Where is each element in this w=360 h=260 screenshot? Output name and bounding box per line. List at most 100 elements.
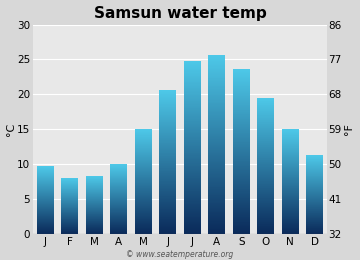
Bar [282,218,299,219]
Bar [135,189,152,190]
Bar [184,64,201,65]
Bar [184,213,201,214]
Bar [37,233,54,234]
Bar [282,200,299,201]
Bar [233,222,250,223]
Bar [184,99,201,100]
Bar [184,138,201,139]
Bar [306,217,323,218]
Bar [208,88,225,89]
Bar [208,143,225,144]
Bar [257,214,274,215]
Bar [282,153,299,154]
Bar [306,169,323,170]
Bar [135,219,152,220]
Bar [257,206,274,207]
Bar [257,175,274,176]
Bar [159,113,176,114]
Bar [306,184,323,185]
Bar [233,120,250,121]
Bar [86,192,103,193]
Bar [257,99,274,100]
Bar [159,157,176,158]
Bar [306,192,323,193]
Bar [135,168,152,169]
Bar [282,136,299,137]
Bar [184,178,201,179]
Bar [233,79,250,80]
Bar [233,131,250,132]
Bar [257,139,274,140]
Bar [86,191,103,192]
Bar [257,110,274,111]
Bar [86,225,103,226]
Bar [135,172,152,173]
Bar [37,197,54,198]
Bar [110,167,127,168]
Bar [159,187,176,188]
Bar [233,167,250,168]
Bar [306,183,323,184]
Bar [282,157,299,158]
Bar [86,194,103,195]
Bar [306,167,323,168]
Bar [86,223,103,224]
Bar [110,205,127,206]
Bar [282,199,299,200]
Bar [135,231,152,232]
Bar [184,166,201,167]
Bar [208,59,225,60]
Bar [233,110,250,111]
Bar [37,205,54,206]
Bar [184,225,201,226]
Bar [233,82,250,83]
Bar [233,107,250,108]
Bar [257,147,274,148]
Bar [135,149,152,150]
Bar [208,98,225,99]
Bar [233,184,250,185]
Bar [233,230,250,231]
Bar [306,221,323,222]
Bar [184,92,201,93]
Bar [233,90,250,92]
Bar [37,190,54,191]
Bar [184,200,201,201]
Bar [257,128,274,129]
Bar [184,68,201,69]
Bar [86,228,103,229]
Bar [208,228,225,229]
Bar [61,207,78,208]
Bar [208,121,225,122]
Bar [306,213,323,214]
Bar [233,223,250,224]
Bar [233,135,250,136]
Bar [184,123,201,124]
Bar [110,182,127,183]
Bar [233,117,250,118]
Bar [159,191,176,192]
Bar [282,136,299,137]
Bar [282,150,299,151]
Bar [257,200,274,201]
Bar [233,185,250,186]
Bar [135,228,152,229]
Bar [208,70,225,71]
Bar [110,230,127,231]
Bar [208,68,225,69]
Bar [110,170,127,171]
Bar [135,183,152,184]
Bar [135,169,152,170]
Bar [110,183,127,184]
Bar [86,212,103,213]
Bar [208,101,225,102]
Bar [282,133,299,134]
Bar [135,185,152,186]
Bar [282,146,299,147]
Bar [135,195,152,196]
Bar [233,116,250,117]
Bar [61,228,78,229]
Bar [306,226,323,227]
Bar [184,100,201,101]
Bar [159,180,176,181]
